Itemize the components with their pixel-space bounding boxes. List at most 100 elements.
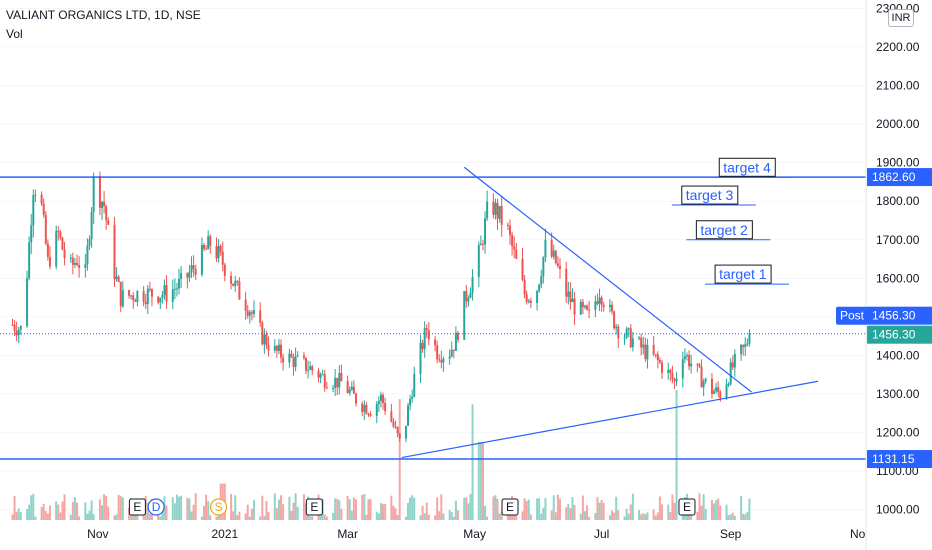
candle-body: [713, 391, 716, 394]
volume-bar: [558, 498, 561, 520]
volume-bar: [542, 507, 545, 520]
time-axis[interactable]: Nov 2021 Mar May Jul Sep No: [87, 527, 865, 541]
candle-body: [513, 246, 516, 250]
candle-body: [209, 236, 212, 247]
volume-bar: [365, 514, 368, 520]
candle-body: [733, 354, 736, 368]
volume-bar: [479, 442, 482, 520]
last-price-badge: [867, 325, 932, 344]
candle-body: [338, 373, 341, 388]
last-price-text: 1456.30: [872, 328, 916, 342]
volume-bar: [59, 512, 62, 520]
candle-body: [363, 404, 366, 412]
volume-bar: [550, 510, 553, 520]
volume-bar: [423, 513, 426, 520]
volume-bar: [448, 509, 451, 520]
volume-bar: [69, 514, 72, 520]
candle-body: [128, 290, 131, 296]
candle-body: [215, 246, 218, 259]
candle-body: [379, 394, 382, 401]
volume-bar: [567, 504, 570, 520]
candle-body: [230, 275, 233, 284]
volume-bar: [17, 508, 20, 520]
candle-body: [421, 342, 424, 350]
volume-bar: [188, 498, 191, 520]
volume-bar: [302, 494, 305, 520]
candle-body: [669, 369, 672, 374]
candle-body: [334, 377, 337, 388]
horizontal-levels[interactable]: [0, 176, 866, 460]
candle-body: [121, 290, 124, 307]
candle-body: [203, 244, 206, 249]
volume-bar: [413, 497, 416, 520]
candle-body: [186, 273, 189, 278]
candle-body: [454, 332, 457, 351]
candle-body: [390, 411, 393, 422]
candle-body: [492, 201, 495, 215]
candle-body: [375, 403, 378, 416]
volume-bar: [119, 496, 122, 520]
volume-bar: [481, 442, 484, 520]
volume-bar: [463, 497, 466, 520]
candle-body: [71, 257, 74, 265]
volume-bar: [115, 514, 118, 520]
candle-body: [273, 346, 276, 351]
candle-body: [521, 258, 524, 280]
candle-body: [496, 202, 499, 219]
candle-body: [450, 349, 453, 357]
candle-body: [567, 291, 570, 297]
candle-body: [527, 300, 530, 302]
volume-bar: [740, 495, 743, 520]
volume-bar: [725, 504, 728, 520]
volume-bar: [498, 513, 501, 520]
candle-body: [448, 356, 451, 359]
candle-body: [103, 201, 106, 207]
candle-body: [92, 176, 95, 212]
candlestick-series: [11, 171, 751, 443]
volume-bar: [573, 504, 576, 520]
volume-bar: [375, 511, 378, 520]
candle-body: [594, 301, 597, 310]
volume-bar: [267, 512, 270, 520]
volume-bar: [471, 404, 474, 520]
candle-body: [623, 337, 626, 339]
time-tick-label: Jul: [594, 527, 609, 541]
candle-body: [675, 378, 678, 382]
volume-bar: [742, 513, 745, 520]
target-annotations[interactable]: target 4 target 3 target 2 target 1: [671, 157, 794, 285]
candle-body: [656, 354, 659, 361]
candle-body: [173, 288, 176, 290]
candle-body: [646, 344, 649, 360]
volume-bar: [15, 511, 18, 520]
currency-badge[interactable]: INR: [888, 9, 914, 27]
volume-bar: [175, 494, 178, 520]
candle-body: [536, 290, 539, 304]
volume-bar: [646, 512, 649, 520]
volume-bar: [288, 496, 291, 520]
price-axis[interactable]: 1000.001100.001200.001300.001400.001500.…: [876, 1, 920, 516]
candle-body: [180, 273, 183, 279]
candle-body: [742, 344, 745, 347]
candle-body: [346, 381, 349, 393]
volume-bar: [338, 500, 341, 520]
volume-bar: [319, 511, 322, 520]
target-label-text: target 2: [700, 222, 748, 238]
candle-body: [465, 291, 468, 302]
volume-bar: [704, 509, 707, 520]
candle-body: [642, 344, 645, 348]
volume-indicator-label[interactable]: Vol: [6, 27, 23, 41]
volume-bar: [30, 495, 33, 520]
volume-bar: [192, 504, 195, 520]
candle-body: [325, 387, 328, 389]
volume-bar: [277, 499, 280, 520]
trendlines[interactable]: [401, 166, 819, 459]
volume-bar: [442, 513, 445, 520]
candle-body: [134, 300, 137, 302]
volume-bar: [409, 497, 412, 520]
price-tick-label: 2100.00: [876, 79, 920, 93]
candle-body: [34, 194, 37, 196]
candle-body: [194, 268, 197, 275]
candle-body: [600, 297, 603, 305]
